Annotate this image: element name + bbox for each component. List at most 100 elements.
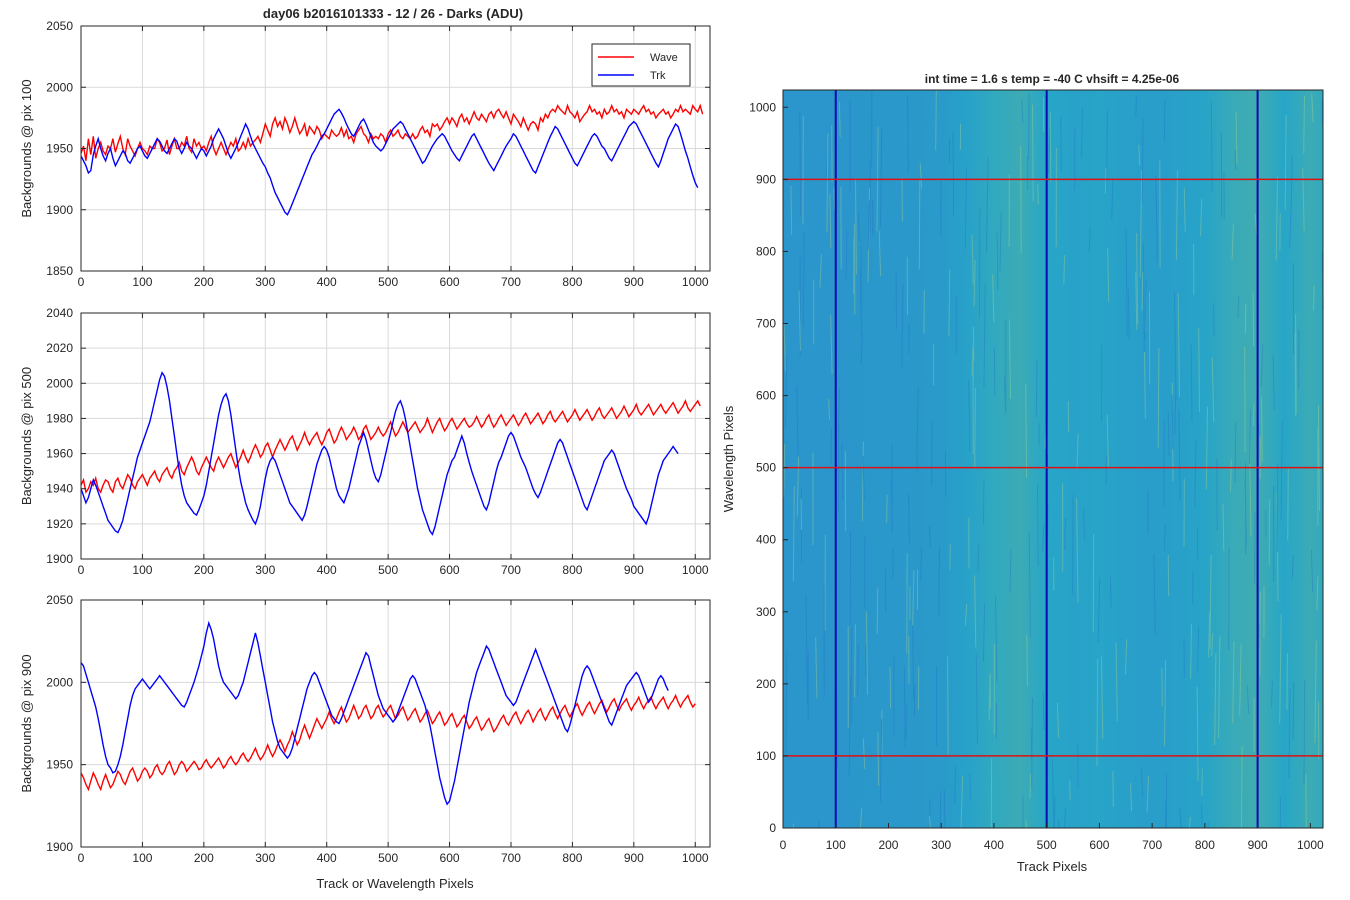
texture-streak xyxy=(968,380,971,452)
x-tick-label: 900 xyxy=(624,275,644,289)
texture-streak xyxy=(986,156,989,224)
texture-streak xyxy=(988,675,991,721)
x-tick-label: 500 xyxy=(1037,838,1057,852)
texture-streak xyxy=(1279,614,1282,724)
texture-streak xyxy=(1003,375,1007,411)
texture-streak xyxy=(829,194,832,249)
texture-streak xyxy=(1171,382,1174,482)
x-tick-label: 800 xyxy=(562,851,582,865)
texture-streak xyxy=(1143,243,1145,352)
x-tick-label: 200 xyxy=(194,851,214,865)
texture-streak xyxy=(1303,679,1306,784)
x-tick-label: 300 xyxy=(255,851,275,865)
texture-streak xyxy=(1051,758,1055,829)
texture-streak xyxy=(1239,644,1242,716)
texture-streak xyxy=(928,526,932,547)
texture-streak xyxy=(1135,271,1138,330)
texture-streak xyxy=(1313,285,1315,311)
texture-streak xyxy=(982,603,986,663)
series-line-trk xyxy=(81,108,699,216)
texture-streak xyxy=(1190,344,1193,423)
heatmap-texture xyxy=(783,89,1324,829)
texture-streak xyxy=(1268,498,1271,566)
texture-streak xyxy=(815,637,818,699)
y-tick-label: 1900 xyxy=(46,552,73,566)
texture-streak xyxy=(1063,254,1066,285)
y-tick-label: 1920 xyxy=(46,517,73,531)
texture-streak xyxy=(1197,627,1200,672)
series-line-trk xyxy=(81,620,669,806)
texture-streak xyxy=(1302,167,1305,232)
y-tick-label: 900 xyxy=(756,172,776,186)
x-tick-label: 100 xyxy=(132,275,152,289)
texture-streak xyxy=(948,269,951,337)
texture-streak xyxy=(876,587,879,635)
x-tick-label: 600 xyxy=(440,851,460,865)
texture-streak xyxy=(918,179,921,270)
texture-streak xyxy=(862,456,865,501)
texture-streak xyxy=(983,283,986,388)
axes-box xyxy=(80,599,711,848)
y-tick-label: 400 xyxy=(756,533,776,547)
texture-streak xyxy=(1188,816,1191,829)
y-tick-label: 600 xyxy=(756,389,776,403)
texture-streak xyxy=(1097,577,1101,643)
texture-streak xyxy=(1175,170,1178,260)
texture-streak xyxy=(1032,104,1034,202)
texture-streak xyxy=(796,456,800,517)
texture-streak xyxy=(1054,796,1056,829)
texture-streak xyxy=(1201,804,1203,829)
texture-streak xyxy=(1081,107,1083,157)
texture-streak xyxy=(833,188,836,210)
texture-streak xyxy=(903,665,906,749)
texture-streak xyxy=(1240,745,1243,829)
texture-streak xyxy=(1100,655,1104,740)
y-tick-label: 1950 xyxy=(46,142,73,156)
x-tick-label: 800 xyxy=(562,275,582,289)
texture-streak xyxy=(1037,485,1039,567)
texture-streak xyxy=(1276,463,1279,553)
texture-streak xyxy=(1139,170,1143,278)
texture-streak xyxy=(1028,93,1030,160)
texture-streak xyxy=(969,773,971,800)
texture-streak xyxy=(944,450,947,498)
texture-streak xyxy=(805,594,808,705)
texture-streak xyxy=(974,575,977,648)
texture-streak xyxy=(938,547,940,617)
x-tick-label: 700 xyxy=(501,563,521,577)
texture-streak xyxy=(1060,115,1062,172)
texture-streak xyxy=(947,656,949,755)
y-tick-label: 1980 xyxy=(46,411,73,425)
line-panel-pix100: 0 100 200 300 400 500 600 700 800 900 1000 1850 1900… xyxy=(19,19,711,289)
texture-streak xyxy=(1111,177,1114,221)
texture-streak xyxy=(1021,100,1024,124)
texture-streak xyxy=(1104,167,1107,194)
texture-streak xyxy=(845,230,848,279)
texture-streak xyxy=(1076,433,1079,470)
legend-label: Trk xyxy=(650,70,666,82)
texture-streak xyxy=(1276,492,1279,602)
y-tick-label: 100 xyxy=(756,749,776,763)
texture-streak xyxy=(1290,155,1293,208)
texture-streak xyxy=(943,790,946,829)
heatmap-x-axis-label: Track Pixels xyxy=(1017,859,1088,874)
x-tick-label: 0 xyxy=(78,275,85,289)
texture-streak xyxy=(837,388,841,429)
texture-streak xyxy=(1230,459,1232,492)
texture-streak xyxy=(783,443,786,498)
texture-streak xyxy=(818,819,820,829)
texture-streak xyxy=(1295,313,1297,414)
texture-streak xyxy=(796,386,799,455)
line-panels-x-axis-label: Track or Wavelength Pixels xyxy=(316,876,474,891)
texture-streak xyxy=(1178,409,1181,500)
y-axis-label: Backgrounds @ pix 900 xyxy=(19,654,34,792)
texture-streak xyxy=(1209,554,1212,650)
texture-streak xyxy=(1164,659,1167,747)
y-tick-label: 2050 xyxy=(46,19,73,33)
texture-streak xyxy=(1211,632,1214,657)
y-tick-label: 2050 xyxy=(46,593,73,607)
heatmap-image xyxy=(783,90,1323,828)
texture-streak xyxy=(865,611,868,695)
texture-streak xyxy=(841,442,844,501)
